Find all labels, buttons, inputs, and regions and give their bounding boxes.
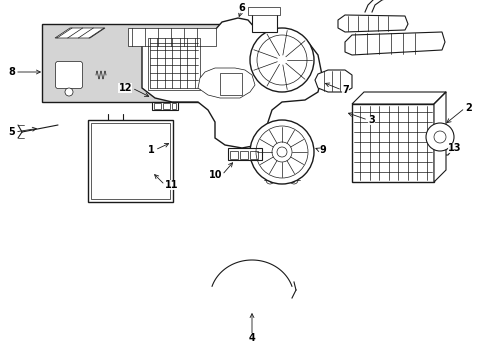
Polygon shape: [337, 15, 407, 32]
Text: 6: 6: [238, 3, 245, 13]
Polygon shape: [433, 92, 445, 182]
Text: 3: 3: [367, 115, 374, 125]
Polygon shape: [152, 102, 178, 110]
Polygon shape: [351, 92, 445, 104]
Bar: [249, 151, 258, 159]
Circle shape: [65, 88, 73, 96]
Text: 12: 12: [118, 83, 132, 93]
Bar: [163, 103, 170, 109]
Polygon shape: [198, 68, 254, 98]
Text: 5: 5: [8, 127, 15, 137]
Text: 4: 4: [248, 333, 255, 343]
Text: 9: 9: [319, 145, 326, 155]
Bar: [251, 12, 276, 32]
Bar: [240, 151, 247, 159]
Text: 8: 8: [8, 67, 15, 77]
FancyBboxPatch shape: [55, 62, 82, 89]
Text: 7: 7: [341, 85, 348, 95]
Bar: [220, 73, 242, 95]
Bar: [229, 151, 238, 159]
Text: 1: 1: [148, 145, 155, 155]
Text: 2: 2: [464, 103, 471, 113]
Bar: [91, 123, 170, 199]
Bar: [172, 103, 176, 109]
Text: 10: 10: [208, 170, 222, 180]
Bar: [154, 103, 161, 109]
Text: 13: 13: [447, 143, 461, 153]
Bar: [351, 104, 433, 182]
Polygon shape: [314, 70, 351, 92]
Bar: [88, 120, 173, 202]
Polygon shape: [55, 28, 105, 38]
Circle shape: [425, 123, 453, 151]
Circle shape: [249, 120, 313, 184]
Bar: [148, 38, 200, 90]
Bar: [42, 24, 227, 102]
Bar: [128, 28, 216, 46]
Bar: [247, 7, 280, 15]
Polygon shape: [345, 32, 444, 55]
Text: 11: 11: [164, 180, 178, 190]
Polygon shape: [227, 148, 262, 160]
Polygon shape: [142, 18, 321, 148]
Circle shape: [249, 28, 313, 92]
